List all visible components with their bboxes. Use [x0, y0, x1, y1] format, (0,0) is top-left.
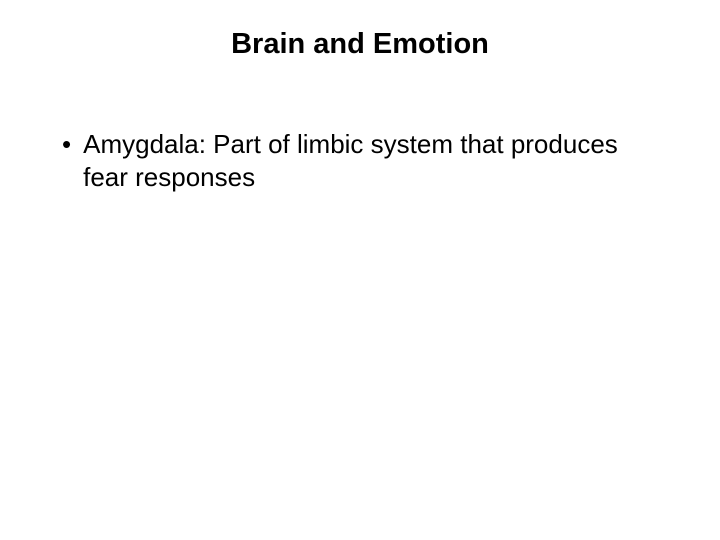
- bullet-item: • Amygdala: Part of limbic system that p…: [62, 128, 660, 193]
- slide-body: • Amygdala: Part of limbic system that p…: [62, 128, 660, 193]
- slide: Brain and Emotion • Amygdala: Part of li…: [0, 0, 720, 540]
- slide-title: Brain and Emotion: [0, 28, 720, 61]
- bullet-text: Amygdala: Part of limbic system that pro…: [83, 128, 660, 193]
- bullet-marker-icon: •: [62, 128, 71, 161]
